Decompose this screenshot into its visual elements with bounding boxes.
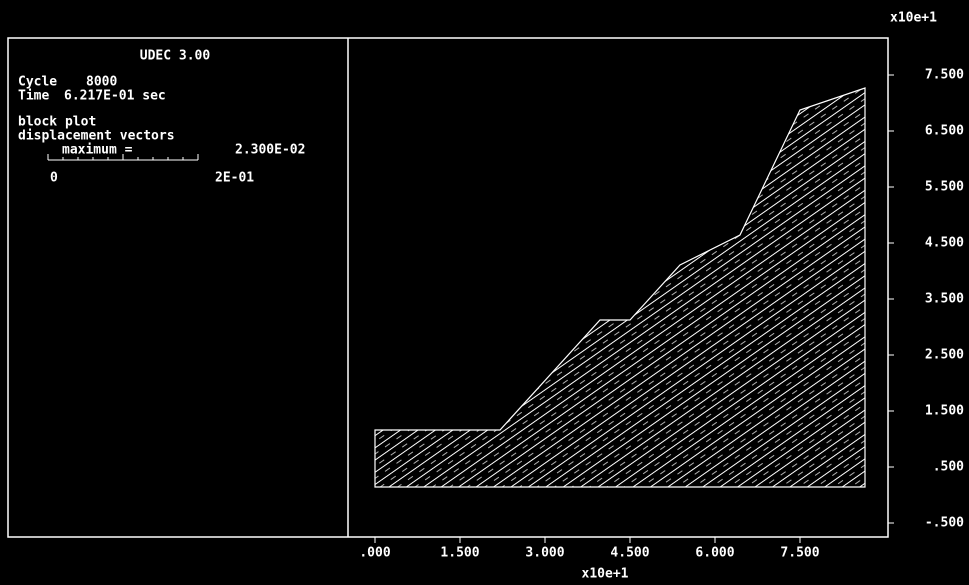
y-tick-label: 7.500 [925,68,964,83]
y-tick-label: -.500 [925,516,964,531]
x-tick-label: 7.500 [780,546,819,561]
scale-bar [47,154,199,161]
maximum-label: maximum = [62,143,133,158]
cycle-value: 8000 [86,75,117,90]
scale-min: 0 [50,171,58,186]
x-tick-label: 6.000 [695,546,734,561]
y-tick-label: 6.500 [925,124,964,139]
y-tick-label: 2.500 [925,348,964,363]
scale-max: 2E-01 [215,171,254,186]
vectors-label: displacement vectors [18,129,175,144]
plot-label: block plot [18,115,96,130]
y-tick-label: 3.500 [925,292,964,307]
title: UDEC 3.00 [140,49,211,64]
y-multiplier: x10e+1 [890,11,937,26]
y-tick-label: 1.500 [925,404,964,419]
y-tick-label: 5.500 [925,180,964,195]
y-tick-label: 4.500 [925,236,964,251]
cycle-label: Cycle [18,75,57,90]
block-model [374,87,866,488]
time-value: 6.217E-01 sec [64,89,166,104]
frame [7,37,889,538]
maximum-value: 2.300E-02 [235,143,305,158]
x-multiplier: x10e+1 [582,567,629,582]
x-tick-label: .000 [359,546,390,561]
x-tick-label: 1.500 [440,546,479,561]
x-tick-label: 4.500 [610,546,649,561]
time-label: Time [18,89,49,104]
x-tick-label: 3.000 [525,546,564,561]
y-tick-label: .500 [933,460,964,475]
